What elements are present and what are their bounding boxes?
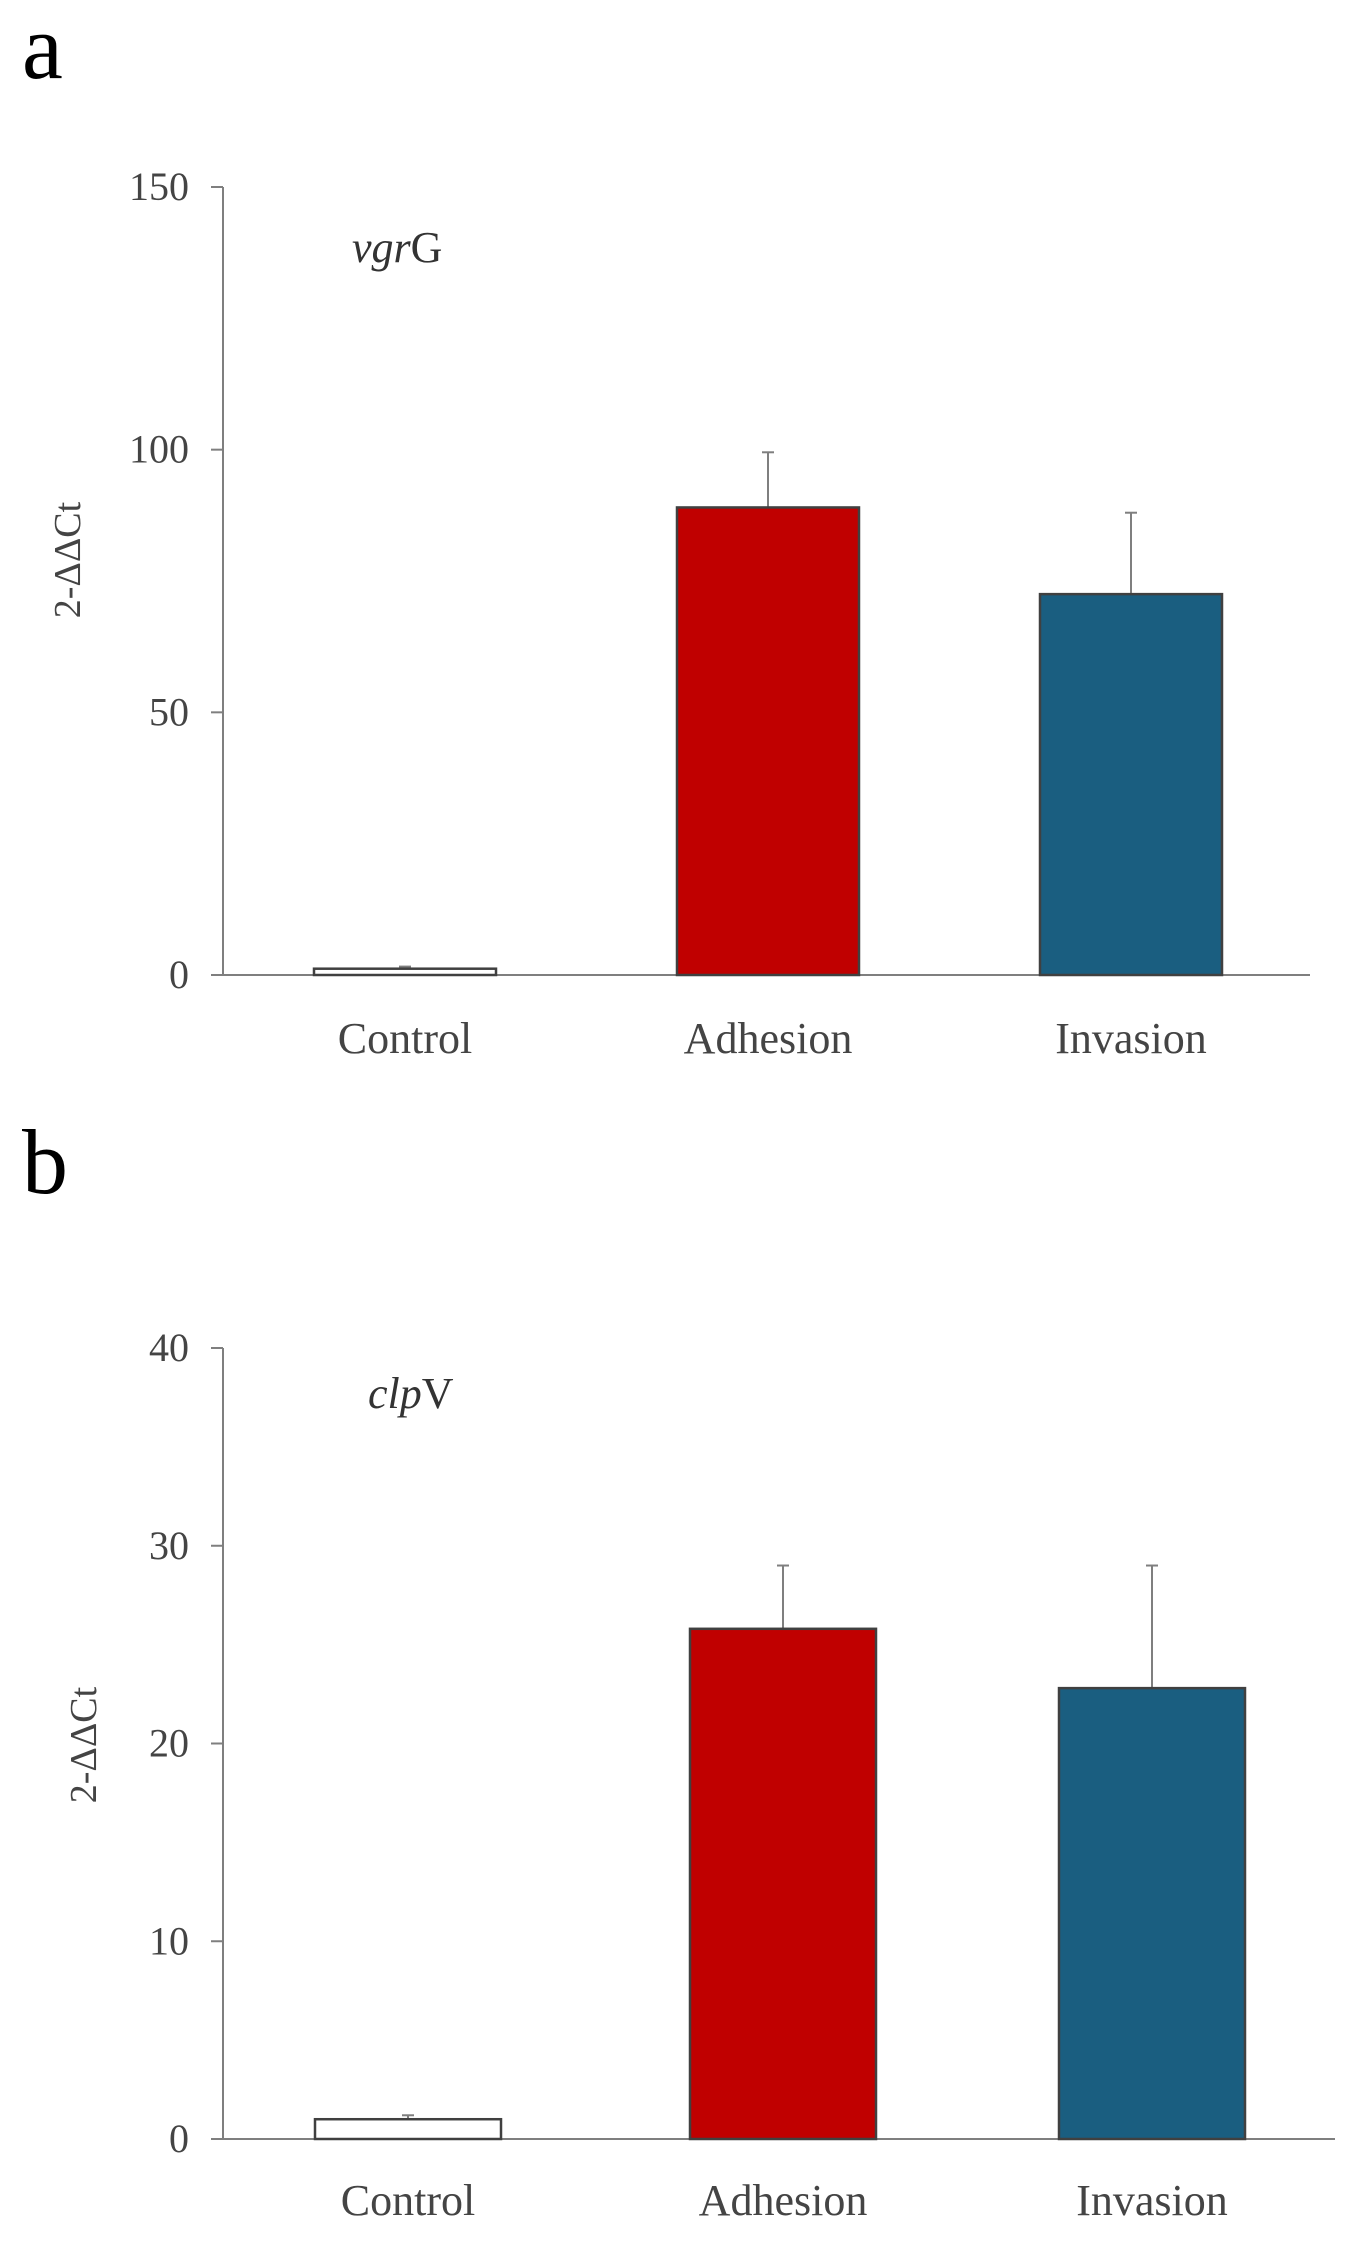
- y-tick-label: 0: [169, 2116, 189, 2161]
- x-tick-labels: Control Adhesion Invasion: [341, 2176, 1228, 2225]
- bar-invasion: [1038, 592, 1224, 977]
- bars: [313, 1564, 1247, 2141]
- y-tick-label: 40: [149, 1325, 189, 1370]
- y-ticks: 0 50 100 150: [129, 164, 223, 997]
- bar-control: [313, 2117, 503, 2141]
- bars: [312, 451, 1224, 977]
- gene-prefix: vgr: [352, 223, 412, 272]
- x-tick-label-invasion: Invasion: [1055, 1014, 1207, 1063]
- bar-control: [312, 967, 498, 977]
- panel-b: b clpV 2-ΔΔCt 0 10 20 30 40 Control Adhesion I…: [22, 1111, 1335, 2225]
- y-tick-label: 20: [149, 1721, 189, 1766]
- y-ticks: 0 10 20 30 40: [149, 1325, 223, 2161]
- x-tick-label-control: Control: [341, 2176, 475, 2225]
- gene-label-vgrG: vgrG: [352, 223, 442, 272]
- x-tick-label-adhesion: Adhesion: [684, 1014, 853, 1063]
- gene-prefix: clp: [368, 1369, 422, 1418]
- bar-adhesion: [688, 1627, 878, 2141]
- y-tick-label: 150: [129, 164, 189, 209]
- x-tick-labels: Control Adhesion Invasion: [338, 1014, 1207, 1063]
- y-tick-label: 50: [149, 689, 189, 734]
- x-tick-label-control: Control: [338, 1014, 472, 1063]
- y-tick-label: 100: [129, 427, 189, 472]
- gene-suffix: V: [422, 1369, 454, 1418]
- gene-label-clpV: clpV: [368, 1369, 454, 1418]
- y-tick-label: 10: [149, 1918, 189, 1963]
- y-tick-label: 30: [149, 1523, 189, 1568]
- panel-a: a vgrG 2-ΔΔCt 0 50 100 150 Control Adhesion I…: [22, 0, 1310, 1063]
- x-tick-label-adhesion: Adhesion: [699, 2176, 868, 2225]
- bar-adhesion: [675, 506, 861, 977]
- panel-label-b: b: [22, 1111, 68, 1213]
- y-axis-label: 2-ΔΔCt: [47, 501, 89, 618]
- x-tick-label-invasion: Invasion: [1076, 2176, 1228, 2225]
- bar-invasion: [1057, 1686, 1247, 2141]
- y-tick-label: 0: [169, 952, 189, 997]
- gene-suffix: G: [411, 223, 443, 272]
- panel-label-a: a: [22, 0, 63, 98]
- y-axis-label: 2-ΔΔCt: [63, 1686, 105, 1803]
